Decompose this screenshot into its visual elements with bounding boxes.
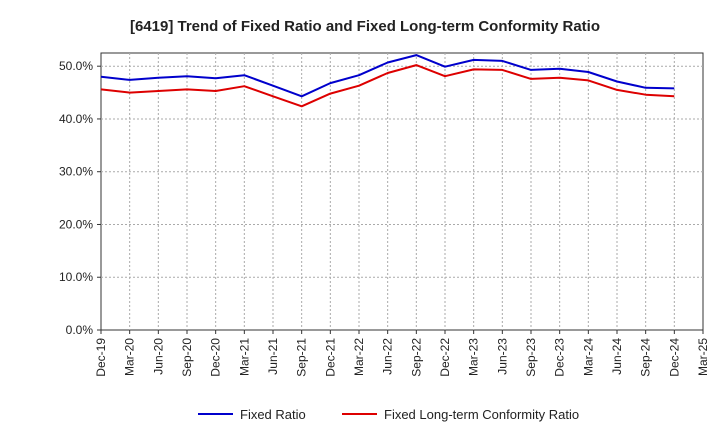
x-tick-label: Jun-22: [381, 338, 395, 375]
x-tick-label: Mar-25: [696, 338, 710, 376]
x-tick-label: Jun-21: [266, 338, 280, 375]
series-lines: [100, 54, 675, 108]
x-tick-label: Dec-19: [94, 338, 108, 377]
x-tick-label: Mar-22: [352, 338, 366, 376]
y-axis-tick-labels: 0.0% 10.0% 20.0% 30.0% 40.0% 50.0%: [59, 59, 101, 337]
x-tick-label: Sep-23: [524, 338, 538, 377]
plot-area: [100, 52, 704, 331]
legend: Fixed Ratio Fixed Long-term Conformity R…: [198, 407, 579, 422]
x-tick-label: Sep-20: [180, 338, 194, 377]
x-tick-label: Sep-24: [639, 338, 653, 377]
x-tick-label: Dec-24: [667, 338, 681, 377]
x-tick-label: Dec-21: [323, 338, 337, 377]
y-tick-label: 10.0%: [59, 270, 93, 284]
y-tick-label: 50.0%: [59, 59, 93, 73]
y-tick-label: 20.0%: [59, 217, 93, 231]
x-tick-label: Mar-20: [123, 338, 137, 376]
x-tick-label: Mar-23: [467, 338, 481, 376]
x-tick-label: Sep-21: [295, 338, 309, 377]
x-tick-label: Sep-22: [409, 338, 423, 377]
x-tick-label: Jun-23: [495, 338, 509, 375]
x-tick-label: Mar-21: [237, 338, 251, 376]
series-line-fixed-ratio: [100, 54, 675, 98]
x-tick-label: Jun-20: [151, 338, 165, 375]
x-tick-label: Dec-23: [553, 338, 567, 377]
grid-lines: [101, 53, 703, 330]
legend-label-fixed-long-term-conformity-ratio: Fixed Long-term Conformity Ratio: [384, 407, 579, 422]
y-tick-label: 0.0%: [66, 323, 94, 337]
x-tick-label: Mar-24: [581, 338, 595, 376]
x-tick-label: Dec-20: [209, 338, 223, 377]
x-tick-label: Dec-22: [438, 338, 452, 377]
y-tick-label: 40.0%: [59, 112, 93, 126]
x-axis-tick-labels: Dec-19 Mar-20 Jun-20 Sep-20 Dec-20 Mar-21 Jun-…: [94, 330, 710, 377]
legend-label-fixed-ratio: Fixed Ratio: [240, 407, 306, 422]
chart-title: [6419] Trend of Fixed Ratio and Fixed Lo…: [130, 18, 600, 35]
y-tick-label: 30.0%: [59, 165, 93, 179]
series-line-fixed-long-term-conformity-ratio: [100, 64, 675, 108]
x-tick-label: Jun-24: [610, 338, 624, 375]
